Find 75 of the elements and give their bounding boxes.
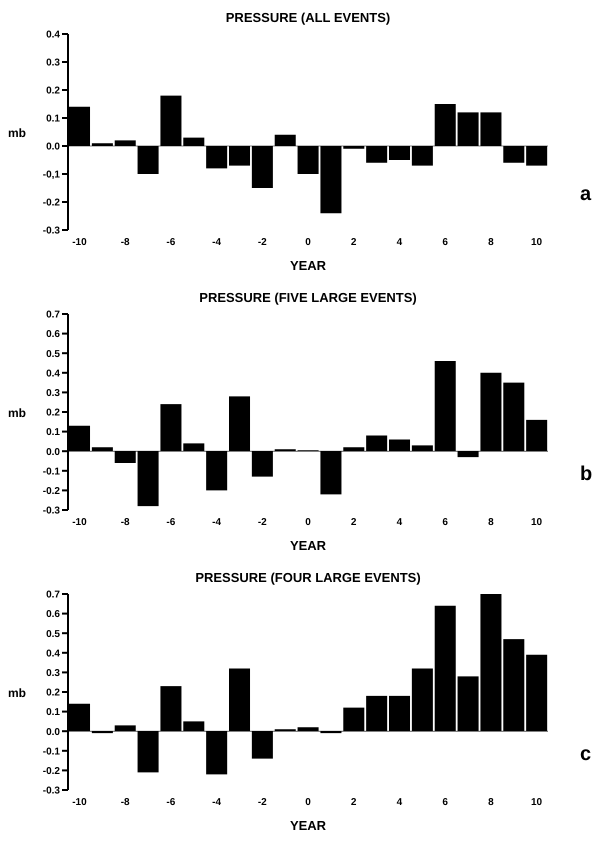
y-tick-label: -0.2 bbox=[42, 486, 60, 497]
text: c bbox=[580, 743, 592, 766]
x-tick-label: -2 bbox=[258, 517, 268, 528]
y-tick-label: 0.3 bbox=[46, 58, 60, 69]
y-axis-title: mb bbox=[8, 406, 26, 420]
y-tick-label: 0.2 bbox=[46, 688, 60, 699]
x-tick-label: -4 bbox=[212, 237, 222, 248]
x-tick-label: 6 bbox=[442, 517, 448, 528]
x-tick-label: -6 bbox=[166, 237, 176, 248]
y-axis-title: mb bbox=[8, 686, 26, 700]
text: b bbox=[580, 463, 592, 486]
x-tick-label: -2 bbox=[258, 237, 268, 248]
x-tick-label: 2 bbox=[350, 797, 357, 808]
x-tick-label: -6 bbox=[166, 517, 176, 528]
x-axis-title: YEAR bbox=[290, 258, 327, 273]
x-tick-label: -2 bbox=[258, 797, 268, 808]
x-tick-label: 6 bbox=[442, 797, 448, 808]
y-tick-label: 0.3 bbox=[46, 668, 60, 679]
x-tick-label: 10 bbox=[531, 237, 543, 248]
y-tick-label: -0.3 bbox=[42, 506, 60, 517]
x-tick-label: 6 bbox=[442, 237, 448, 248]
x-tick-label: -10 bbox=[72, 237, 88, 248]
x-tick-label: 0 bbox=[305, 237, 312, 248]
y-tick-label: 0.0 bbox=[46, 446, 60, 458]
y-tick-label: 0.1 bbox=[46, 707, 60, 718]
x-tick-label: 2 bbox=[350, 517, 357, 528]
x-tick-label: 0 bbox=[305, 797, 312, 808]
chart-title: PRESSURE (FIVE LARGE EVENTS) bbox=[198, 290, 418, 305]
x-tick-label: 4 bbox=[396, 237, 403, 248]
y-tick-label: 0.4 bbox=[46, 30, 60, 41]
y-tick-label: 0.6 bbox=[46, 609, 60, 620]
y-tick-label: 0.4 bbox=[46, 368, 60, 380]
x-tick-label: 8 bbox=[488, 797, 494, 808]
x-tick-label: -10 bbox=[72, 517, 88, 528]
y-tick-label: 0.4 bbox=[46, 648, 60, 660]
y-tick-label: 0.0 bbox=[46, 726, 60, 738]
x-tick-label: -8 bbox=[120, 797, 130, 808]
x-tick-label: -10 bbox=[72, 797, 88, 808]
x-tick-label: 10 bbox=[531, 517, 543, 528]
y-tick-label: 0.1 bbox=[46, 114, 60, 125]
y-tick-label: -0.2 bbox=[42, 198, 60, 209]
x-tick-label: -8 bbox=[120, 517, 130, 528]
y-tick-label: 0.7 bbox=[46, 310, 60, 321]
y-tick-label: 0.7 bbox=[46, 590, 60, 601]
x-tick-label: 8 bbox=[488, 237, 494, 248]
y-tick-label: -0.2 bbox=[42, 766, 60, 777]
y-tick-label: 0.3 bbox=[46, 388, 60, 399]
chart-title: PRESSURE (ALL EVENTS) bbox=[224, 10, 392, 25]
x-axis-title: YEAR bbox=[290, 538, 327, 553]
y-axis-title: mb bbox=[8, 126, 26, 140]
y-tick-label: 0.5 bbox=[46, 348, 60, 360]
y-tick-label: -0.3 bbox=[42, 786, 60, 797]
y-tick-label: 0.0 bbox=[46, 142, 60, 153]
text: a bbox=[580, 183, 592, 206]
y-tick-label: -0.1 bbox=[42, 466, 60, 478]
chart-title: PRESSURE (FOUR LARGE EVENTS) bbox=[194, 570, 422, 585]
y-tick-label: -0.1 bbox=[42, 746, 60, 758]
y-tick-label: 0.5 bbox=[46, 628, 60, 640]
x-tick-label: 0 bbox=[305, 517, 312, 528]
x-tick-label: -4 bbox=[212, 797, 222, 808]
x-tick-label: 8 bbox=[488, 517, 494, 528]
x-tick-label: 2 bbox=[350, 237, 357, 248]
x-tick-label: 4 bbox=[396, 797, 403, 808]
x-tick-label: 10 bbox=[531, 797, 543, 808]
y-tick-label: 0.2 bbox=[46, 86, 60, 97]
y-tick-label: 0.6 bbox=[46, 329, 60, 340]
y-tick-label: -0,1 bbox=[42, 170, 60, 181]
x-tick-label: 4 bbox=[396, 517, 403, 528]
x-tick-label: -4 bbox=[212, 517, 222, 528]
x-axis-title: YEAR bbox=[290, 818, 327, 833]
x-tick-label: -8 bbox=[120, 237, 130, 248]
y-tick-label: -0.3 bbox=[42, 226, 60, 237]
x-tick-label: -6 bbox=[166, 797, 176, 808]
y-tick-label: 0.2 bbox=[46, 408, 60, 419]
y-tick-label: 0.1 bbox=[46, 427, 60, 438]
